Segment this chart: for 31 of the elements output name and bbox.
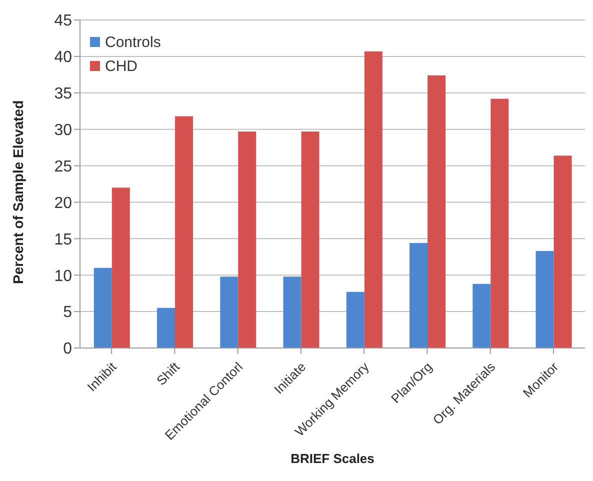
bar [346,292,364,348]
bar [220,276,238,348]
y-tick-label: 40 [54,49,72,66]
legend-label: CHD [105,58,138,74]
y-tick-label: 20 [54,194,72,212]
bar [472,284,491,348]
y-axis-title: Percent of Sample Elevated [10,100,26,284]
bar [157,308,176,348]
bar [94,268,112,348]
x-tick-label: Shift [153,358,183,388]
y-tick-label: 25 [54,158,72,176]
y-tick-label: 5 [63,304,72,322]
bar [428,75,446,348]
bar [301,132,320,348]
y-tick-label: 10 [54,268,72,285]
bar [490,98,509,348]
y-tick-label: 15 [54,231,72,248]
bar [283,276,302,348]
x-axis-title: BRIEF Scales [290,451,374,466]
bar [112,188,130,348]
y-tick-label: 45 [54,12,72,30]
y-tick-label: 30 [54,122,72,140]
legend-label: Controls [105,34,161,50]
bar [364,51,382,348]
y-tick-label: 35 [54,86,72,103]
bar [536,251,554,348]
bar [410,243,428,348]
bar [175,116,194,348]
bar [554,156,572,348]
y-tick-label: 0 [63,340,72,358]
bar [238,132,256,348]
